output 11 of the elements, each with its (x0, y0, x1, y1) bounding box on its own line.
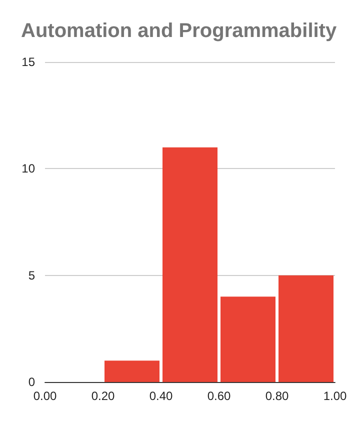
y-tick-label: 15 (22, 55, 36, 69)
x-tick-label: 0.60 (207, 389, 231, 403)
x-tick-label: 0.20 (91, 389, 115, 403)
x-tick-label: 1.00 (323, 389, 347, 403)
x-tick-label: 0.00 (33, 389, 57, 403)
chart-title: Automation and Programmability (21, 20, 338, 42)
x-tick-label: 0.80 (265, 389, 289, 403)
x-tick-label: 0.40 (149, 389, 173, 403)
y-tick-label: 5 (28, 268, 36, 282)
y-tick-label: 0 (28, 375, 36, 389)
y-tick-label: 10 (22, 162, 36, 176)
